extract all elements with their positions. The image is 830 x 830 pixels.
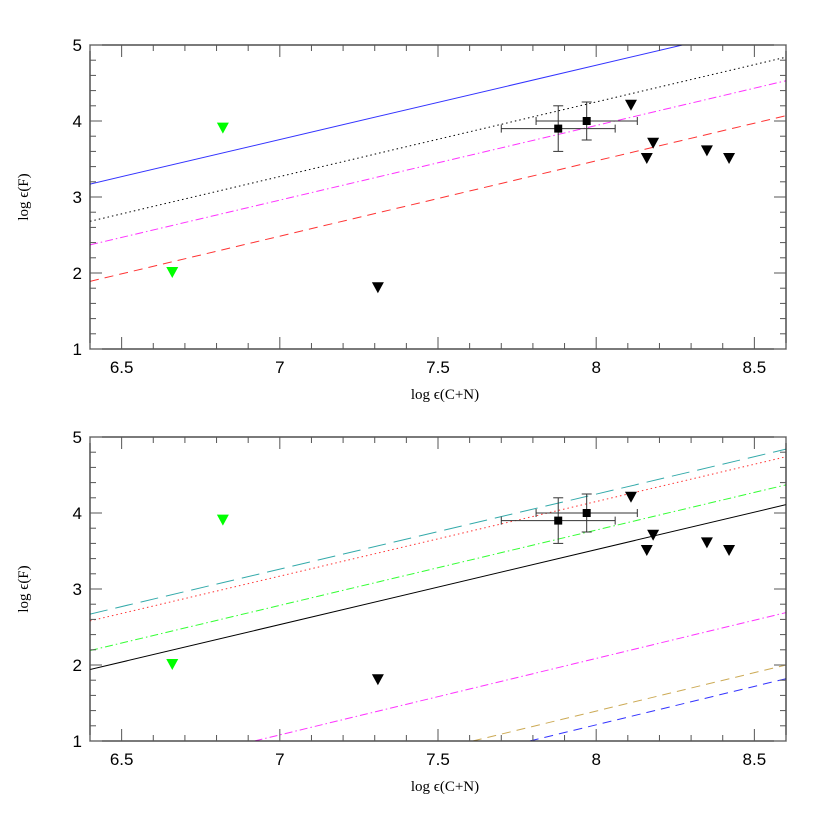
upper-limit-marker [216, 514, 229, 526]
upper-limit-marker [371, 282, 384, 294]
x-tick-label: 8 [591, 358, 600, 377]
x-tick-label: 8.5 [743, 358, 767, 377]
top-data-points [166, 99, 736, 294]
line-magenta-dash-dot [254, 612, 786, 741]
upper-limit-marker [166, 659, 179, 670]
upper-limit-marker [624, 491, 637, 503]
y-tick-label: 3 [73, 580, 82, 599]
line-blue-solid [90, 45, 685, 185]
y-axis-label: log ϵ(F) [16, 173, 32, 220]
detection-marker [582, 117, 591, 125]
line-green-dash-dot [90, 484, 786, 652]
x-tick-label: 7 [275, 358, 284, 377]
bottom-model-lines [90, 448, 786, 741]
y-tick-label: 5 [73, 428, 82, 447]
upper-limit-marker [647, 529, 660, 541]
y-tick-label: 1 [73, 340, 82, 359]
line-tan-dashed [472, 664, 786, 741]
y-tick-label: 4 [73, 112, 82, 131]
upper-limit-marker [166, 267, 179, 278]
upper-limit-marker [723, 545, 736, 556]
x-tick-label: 7.5 [426, 358, 450, 377]
detection-marker [554, 124, 563, 133]
upper-limit-marker [371, 674, 384, 686]
x-tick-label: 6.5 [110, 358, 134, 377]
line-red-dotted [90, 456, 786, 622]
top-plot-frame [89, 44, 787, 350]
line-red-dashed [90, 115, 786, 282]
x-tick-label: 6.5 [110, 750, 134, 769]
upper-limit-marker [700, 537, 713, 549]
x-tick-label: 7 [275, 750, 284, 769]
x-axis-label: log ϵ(C+N) [411, 779, 479, 795]
upper-limit-marker [700, 145, 713, 157]
x-tick-label: 7.5 [426, 750, 450, 769]
upper-limit-marker [624, 99, 637, 111]
bottom-panel: 6.5 7 7.5 8 8.5 1 2 3 4 5 log ϵ(C+N) log ϵ(F) [16, 428, 787, 795]
upper-limit-marker [723, 153, 736, 164]
y-tick-label: 5 [73, 36, 82, 55]
upper-limit-marker [640, 545, 653, 556]
line-magenta-dash-dot [90, 80, 786, 246]
y-tick-label: 4 [73, 504, 82, 523]
upper-limit-marker [640, 153, 653, 164]
top-model-lines [90, 45, 786, 282]
x-axis-label: log ϵ(C+N) [411, 387, 479, 403]
x-tick-label: 8 [591, 750, 600, 769]
upper-limit-marker [216, 122, 229, 134]
upper-limit-marker [647, 137, 660, 149]
x-tick-label: 8.5 [743, 750, 767, 769]
line-cyan-long-dash [90, 448, 786, 615]
y-tick-label: 2 [73, 656, 82, 675]
y-axis-label: log ϵ(F) [16, 565, 32, 612]
detection-marker [554, 516, 563, 525]
line-black-solid [90, 504, 786, 671]
line-blue-dashed [529, 678, 786, 741]
top-panel: 6.5 7 7.5 8 8.5 1 2 3 4 5 log ϵ(C+N) log ϵ(F) [16, 36, 787, 403]
y-tick-label: 2 [73, 264, 82, 283]
y-tick-label: 1 [73, 732, 82, 751]
detection-marker [582, 509, 591, 517]
y-tick-label: 3 [73, 188, 82, 207]
line-black-dotted [90, 56, 786, 222]
bottom-data-points [166, 491, 736, 686]
